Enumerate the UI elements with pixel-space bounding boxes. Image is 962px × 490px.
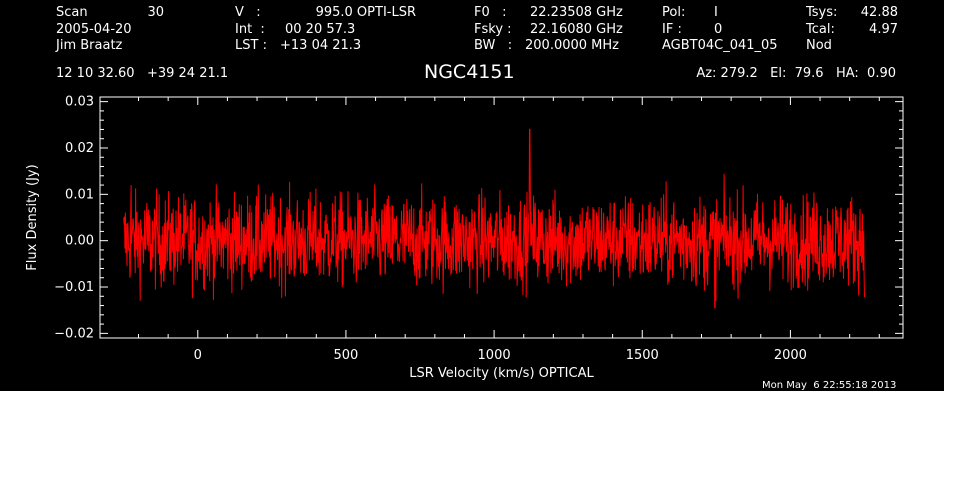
fsky-label: Fsky :	[474, 22, 512, 37]
y-tick-label: −0.01	[54, 280, 94, 295]
lst-value: +13 04 21.3	[280, 38, 362, 53]
lst-label: LST :	[235, 38, 267, 53]
tcal-label: Tcal:	[806, 22, 835, 37]
bw-label: BW :	[474, 38, 513, 53]
v-value: 995.0 OPTI-LSR	[315, 5, 416, 20]
observer-name: Jim Braatz	[56, 38, 123, 53]
x-tick-label: 0	[194, 348, 202, 363]
tsys-value: 42.88	[860, 5, 898, 20]
tcal-value: 4.97	[869, 22, 898, 37]
pol-value: I	[714, 5, 718, 20]
v-label: V :	[235, 5, 261, 20]
source-name: NGC4151	[424, 61, 515, 83]
x-tick-label: 2000	[774, 348, 807, 363]
int-value: 00 20 57.3	[285, 22, 356, 37]
int-label: Int :	[235, 22, 265, 37]
if-value: 0	[714, 22, 723, 37]
pol-label: Pol:	[662, 5, 686, 20]
plot-panel: Scan 30 2005-04-20 Jim Braatz V : 995.0 …	[0, 0, 944, 391]
tsys-label: Tsys:	[806, 5, 838, 20]
if-label: IF :	[662, 22, 682, 37]
scan-number: 30	[147, 5, 164, 20]
y-axis-label: Flux Density (Jy)	[25, 164, 40, 270]
scan-label: Scan	[56, 5, 88, 20]
y-tick-label: 0.00	[65, 234, 94, 249]
bw-value: 200.0000 MHz	[525, 38, 619, 53]
y-tick-label: 0.01	[65, 187, 94, 202]
procedure: Nod	[806, 38, 832, 53]
spectrum-chart: 0 500 1000 1500 2000 −0.02 −0.01 0.00 0.01 0.02 0.…	[25, 95, 904, 381]
plot-frame	[99, 96, 904, 339]
x-tick-label: 1000	[478, 348, 511, 363]
x-tick-label: 500	[334, 348, 359, 363]
y-tick-label: −0.02	[54, 326, 94, 341]
spectrum-series	[123, 128, 865, 309]
fsky-value: 22.16080 GHz	[530, 22, 623, 37]
plot-timestamp: Mon May 6 22:55:18 2013	[762, 380, 897, 391]
y-tick-label: 0.02	[65, 141, 94, 156]
project-id: AGBT04C_041_05	[662, 38, 778, 53]
f0-label: F0 :	[474, 5, 507, 20]
observation-date: 2005-04-20	[56, 22, 132, 37]
x-tick-label: 1500	[626, 348, 659, 363]
az-el-ha: Az: 279.2 El: 79.6 HA: 0.90	[696, 66, 896, 81]
source-coordinates: 12 10 32.60 +39 24 21.1	[56, 66, 229, 81]
y-tick-label: 0.03	[65, 95, 94, 110]
f0-value: 22.23508 GHz	[530, 5, 623, 20]
x-axis-label: LSR Velocity (km/s) OPTICAL	[409, 366, 594, 381]
